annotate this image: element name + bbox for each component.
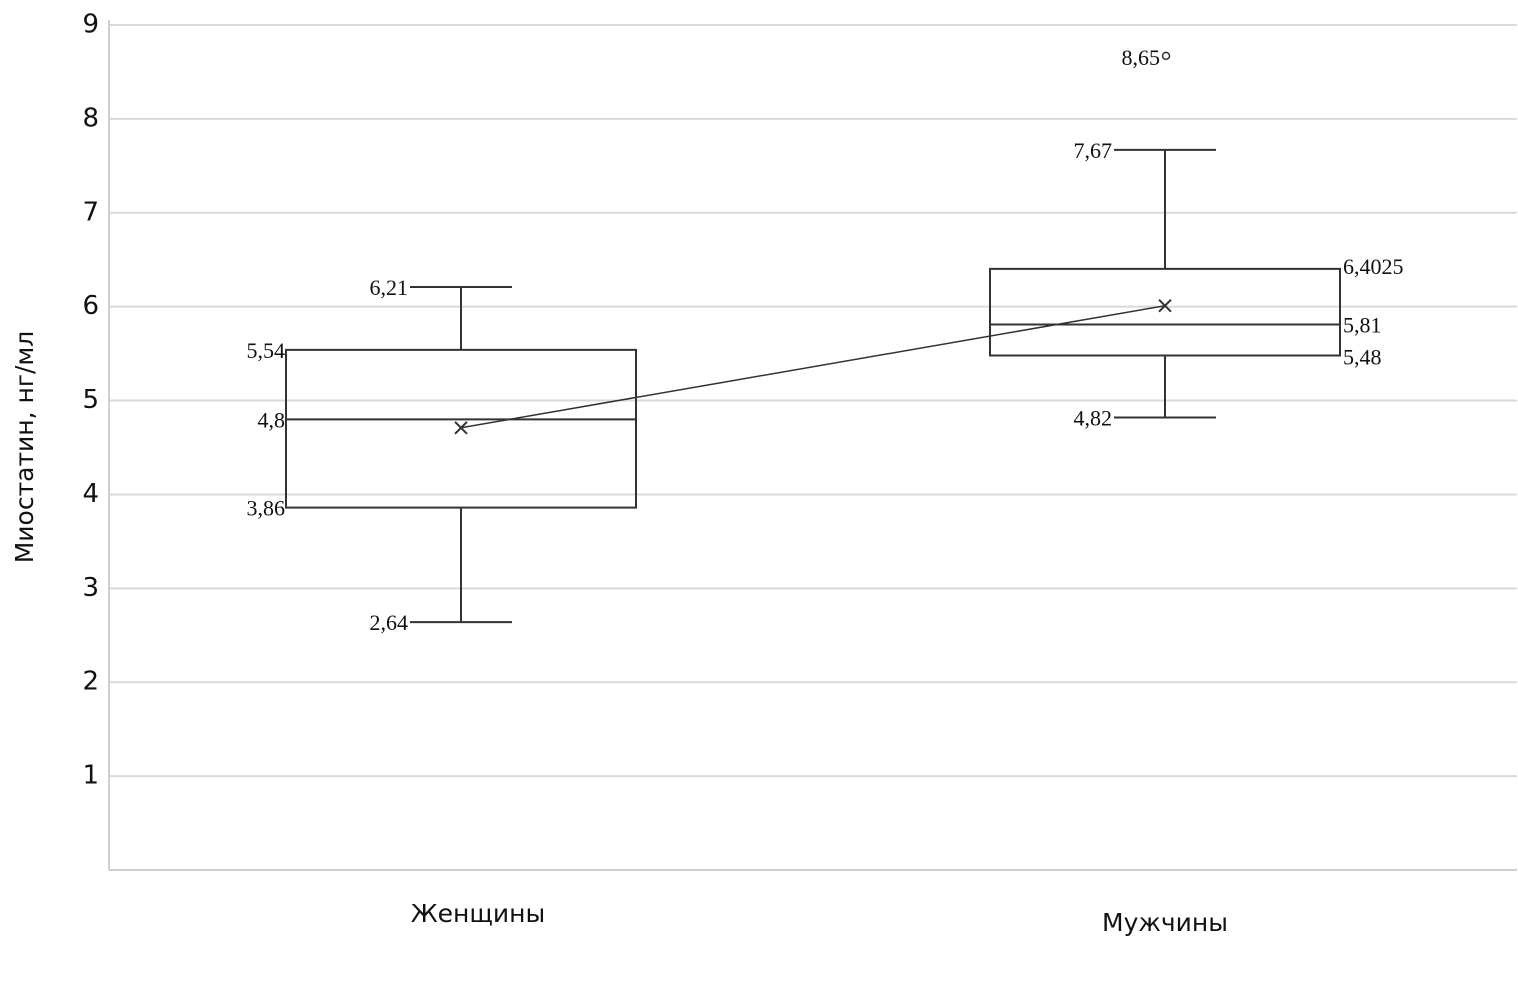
box: [285, 348, 637, 509]
y-tick-label: 7: [82, 197, 99, 227]
box: [989, 267, 1341, 357]
y-tick-label: 2: [82, 667, 99, 697]
mean-marker: [1158, 299, 1172, 313]
y-axis-label: Миостатин, нг/мл: [10, 331, 39, 564]
value-label: 5,81: [1343, 313, 1382, 338]
y-tick-label: 5: [82, 385, 99, 415]
value-label: 5,48: [1343, 345, 1382, 370]
value-label: 7,67: [1074, 138, 1113, 163]
value-label: 6,4025: [1343, 254, 1404, 279]
x-tick-label: Мужчины: [1102, 908, 1228, 937]
value-label: 4,8: [258, 407, 286, 432]
outlier: [1161, 51, 1171, 61]
y-tick-label: 3: [82, 573, 99, 603]
y-tick-label: 1: [82, 761, 99, 791]
y-tick-label: 8: [82, 103, 99, 133]
y-tick-label: 9: [82, 10, 99, 40]
x-tick-label: Женщины: [411, 899, 546, 928]
y-tick-label: 6: [82, 291, 99, 321]
mean-line: [460, 304, 1166, 429]
value-label: 4,82: [1074, 406, 1113, 431]
value-label: 6,21: [370, 275, 409, 300]
value-label: 2,64: [370, 610, 409, 635]
y-tick-label: 4: [82, 479, 99, 509]
value-label: 5,54: [247, 338, 286, 363]
value-label: 3,86: [247, 496, 286, 521]
mean-marker: [454, 421, 468, 435]
value-label: 8,65: [1122, 45, 1161, 70]
